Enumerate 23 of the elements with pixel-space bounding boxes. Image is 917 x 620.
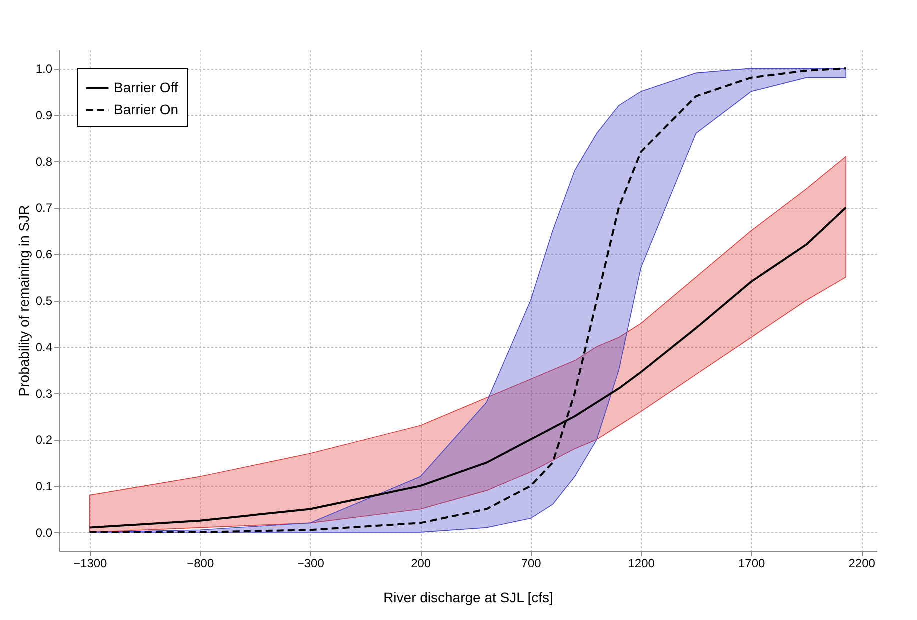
- x-tick-label: 1700: [738, 556, 766, 570]
- x-tick-label: −300: [297, 556, 325, 570]
- x-tick-label: 2200: [848, 556, 876, 570]
- y-tick-label: 0.0: [36, 526, 53, 540]
- y-tick-label: 0.2: [36, 433, 53, 448]
- y-tick-label: 0.3: [36, 386, 53, 401]
- y-tick-label: 0.7: [36, 201, 53, 216]
- x-tick-label: 200: [411, 556, 432, 570]
- x-tick-label: 1200: [628, 556, 656, 570]
- y-tick-label: 0.4: [36, 340, 53, 354]
- x-axis-title: River discharge at SJL [cfs]: [384, 590, 554, 606]
- legend-label: Barrier Off: [114, 80, 178, 96]
- y-tick-label: 0.9: [36, 108, 53, 122]
- y-tick-label: 0.5: [36, 294, 53, 308]
- y-tick-label: 1.0: [36, 62, 53, 76]
- y-tick-label: 0.8: [36, 154, 53, 169]
- y-axis-title: Probability of remaining in SJR: [16, 205, 32, 397]
- x-tick-label: 700: [521, 556, 542, 570]
- y-tick-label: 0.6: [36, 248, 53, 262]
- legend-label: Barrier On: [114, 102, 179, 118]
- y-tick-label: 0.1: [36, 480, 53, 494]
- x-tick-label: −1300: [74, 556, 108, 570]
- x-tick-label: −800: [187, 556, 214, 570]
